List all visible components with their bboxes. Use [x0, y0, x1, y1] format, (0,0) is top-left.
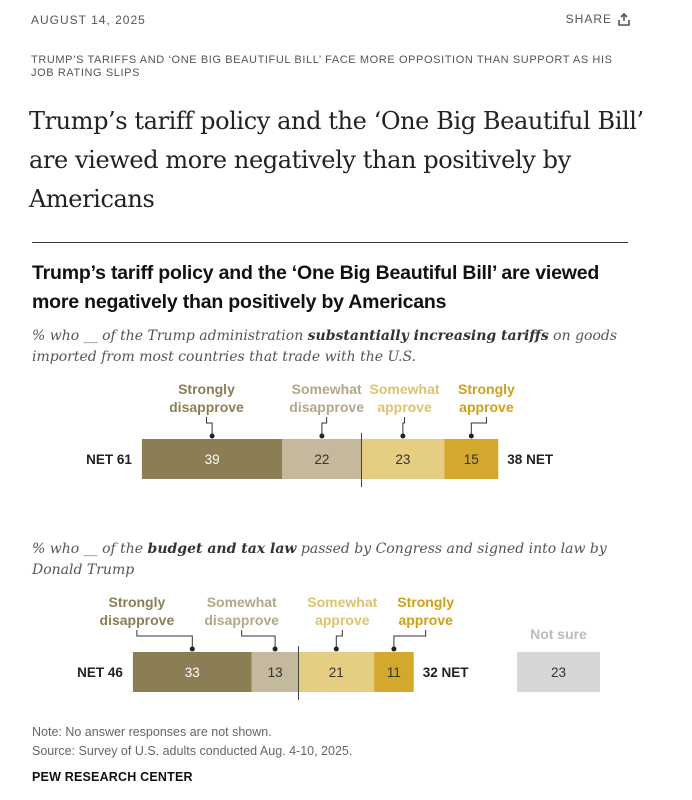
- chart-notes: Note: No answer responses are not shown.…: [32, 723, 352, 761]
- note-text: Note: No answer responses are not shown.: [32, 725, 272, 739]
- publish-date: AUGUST 14, 2025: [31, 13, 146, 27]
- connector-dot-q2-3: [391, 646, 397, 652]
- connector-q1-0: [205, 417, 213, 436]
- bar-value-q2-2: 21: [329, 665, 344, 680]
- bar-q2-strongly-approve: [374, 652, 414, 692]
- kicker: TRUMP’S TARIFFS AND ‘ONE BIG BEAUTIFUL B…: [31, 54, 613, 79]
- divider: [32, 242, 628, 243]
- connector-dot-q1-0: [209, 433, 215, 439]
- connector-q2-1: [241, 630, 276, 649]
- share-icon: [618, 12, 630, 26]
- chart-title: Trump’s tariff policy and the ‘One Big B…: [32, 262, 600, 313]
- bar-value-q1-3: 15: [464, 452, 479, 467]
- subtitle-1-post: on goods imported from most countries th…: [32, 328, 618, 365]
- legend-label-q2-1-line1: Somewhat: [207, 594, 277, 610]
- connector-dot-q1-2: [400, 433, 406, 439]
- legend-label-q1-2-line1: Somewhat: [370, 381, 440, 397]
- bar-value-q1-0: 39: [205, 452, 220, 467]
- diverging-bar-chart: 39 22 23 15 NET 61 38 NET Strongly disapprove So…: [77, 381, 600, 700]
- chart-subtitle-2: % who __ of the budget and tax law passe…: [32, 539, 632, 581]
- legend-label-q2-3-line2: approve: [398, 612, 453, 628]
- bar-value-q2-3: 11: [387, 665, 401, 680]
- connector-dot-q2-2: [333, 646, 339, 652]
- legend-label-q1-3-line1: Strongly: [458, 381, 515, 397]
- legend-label-q1-0-line1: Strongly: [178, 381, 235, 397]
- subtitle-1-pre: % who __ of the Trump administration: [32, 328, 308, 344]
- net-approve-q2: 32 NET: [423, 665, 470, 680]
- connector-dot-q1-1: [319, 433, 325, 439]
- bar-q1-strongly-disapprove: [141, 439, 283, 479]
- connector-q1-2: [402, 417, 406, 436]
- source-text: Source: Survey of U.S. adults conducted …: [32, 744, 353, 758]
- bar-value-q2-0: 33: [185, 665, 200, 680]
- connector-dot-q1-3: [468, 433, 474, 439]
- legend-label-q2-2-line1: Somewhat: [307, 594, 377, 610]
- legend-label-q1-3-line2: approve: [459, 399, 514, 415]
- connector-dot-q2-0: [189, 646, 195, 652]
- subtitle-2-pre: % who __ of the: [32, 541, 148, 557]
- chart-subtitle-1: % who __ of the Trump administration sub…: [32, 326, 632, 368]
- bar-value-q1-2: 23: [395, 452, 410, 467]
- legend-label-q2-2-line2: approve: [315, 612, 370, 628]
- connector-q1-1: [321, 417, 328, 436]
- legend-label-q2-1-line2: disapprove: [204, 612, 279, 628]
- subtitle-1-emphasis: substantially increasing tariffs: [307, 328, 549, 344]
- net-disapprove-q2: NET 46: [77, 665, 123, 680]
- legend-label-q1-0-line2: disapprove: [169, 399, 244, 415]
- share-button[interactable]: SHARE: [566, 12, 630, 26]
- not-sure-label: Not sure: [530, 626, 587, 642]
- connector-q2-3: [393, 630, 427, 649]
- connector-q1-3: [470, 417, 487, 436]
- net-disapprove-q1: NET 61: [86, 452, 132, 467]
- bar-value-q1-1: 22: [314, 452, 329, 467]
- bar-q2-somewhat-disapprove: [251, 652, 299, 692]
- legend-label-q2-0-line1: Strongly: [109, 594, 166, 610]
- subtitle-2-emphasis: budget and tax law: [147, 541, 297, 557]
- bar-not-sure: [517, 652, 600, 692]
- legend-label-q2-0-line2: disapprove: [100, 612, 175, 628]
- bar-q1-somewhat-approve: [361, 439, 445, 479]
- subtitle-2-post: passed by Congress and signed into law b…: [32, 541, 607, 578]
- connector-q2-2: [335, 630, 343, 649]
- brand-logo: PEW RESEARCH CENTER: [32, 770, 193, 784]
- page-headline: Trump’s tariff policy and the ‘One Big B…: [29, 107, 644, 213]
- net-approve-q1: 38 NET: [507, 452, 554, 467]
- share-label: SHARE: [565, 12, 612, 26]
- connector-q2-0: [136, 630, 193, 649]
- bar-q2-somewhat-approve: [298, 652, 375, 692]
- bar-q1-strongly-approve: [444, 439, 499, 479]
- bar-q1-somewhat-disapprove: [282, 439, 362, 479]
- bar-q2-strongly-disapprove: [132, 652, 252, 692]
- bar-value-not-sure: 23: [551, 665, 566, 680]
- legend-label-q1-1-line2: disapprove: [289, 399, 364, 415]
- bar-value-q2-1: 13: [268, 665, 283, 680]
- connector-dot-q2-1: [272, 646, 278, 652]
- legend-label-q1-1-line1: Somewhat: [292, 381, 362, 397]
- legend-label-q2-3-line1: Strongly: [397, 594, 454, 610]
- legend-label-q1-2-line2: approve: [377, 399, 432, 415]
